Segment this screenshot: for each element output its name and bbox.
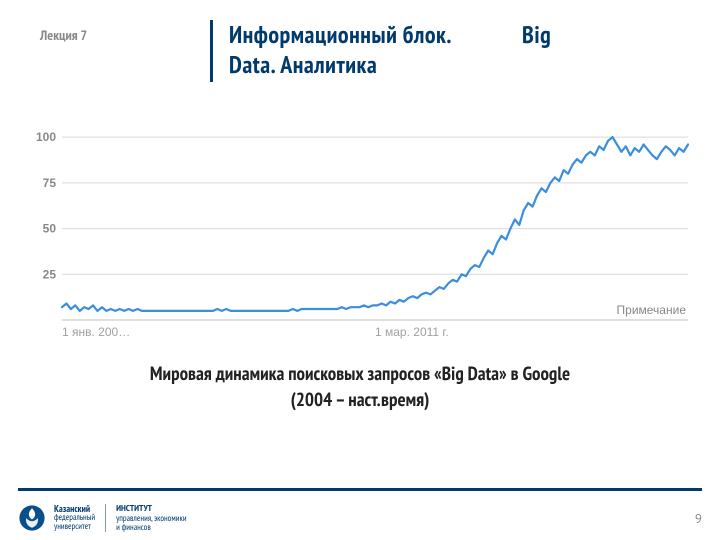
institute-line3: и финансов (116, 522, 151, 533)
svg-text:25: 25 (43, 267, 57, 281)
title-accent-bar (210, 20, 213, 82)
title-part-2: Data. Аналитика (229, 49, 377, 80)
svg-text:50: 50 (43, 222, 57, 236)
page-title: Информационный блок. Big Data. Аналитика (229, 20, 551, 80)
title-block: Информационный блок. Big Data. Аналитика (210, 20, 551, 82)
lecture-label: Лекция 7 (40, 20, 210, 44)
footer: Казанский федеральный университет ИНСТИТ… (0, 488, 720, 540)
title-part-1: Информационный блок. (229, 19, 452, 50)
trends-chart: 25 50 75 100 1 янв. 200… 1 мар. 2011 г. Примеч… (24, 122, 696, 342)
chart-caption: Мировая динамика поисковых запросов «Big… (30, 362, 690, 413)
svg-text:Примечание: Примечание (617, 303, 687, 317)
caption-line2: (2004 – наст.время) (291, 388, 430, 412)
university-logo-icon (18, 504, 46, 532)
footer-row: Казанский федеральный университет ИНСТИТ… (0, 497, 720, 539)
chart-svg: 25 50 75 100 1 янв. 200… 1 мар. 2011 г. Примеч… (24, 122, 696, 342)
svg-text:1 янв. 200…: 1 янв. 200… (62, 325, 130, 339)
page-number: 9 (695, 510, 702, 527)
svg-text:100: 100 (36, 130, 56, 144)
university-line3: университет (54, 521, 91, 532)
caption-line1: Мировая динамика поисковых запросов «Big… (150, 362, 570, 386)
title-part-big: Big (522, 20, 551, 50)
svg-text:75: 75 (43, 176, 57, 190)
footer-divider (105, 504, 106, 532)
svg-text:1 мар. 2011 г.: 1 мар. 2011 г. (375, 325, 449, 339)
university-name: Казанский федеральный университет (54, 504, 95, 532)
institute-name: ИНСТИТУТ управления, экономики и финансо… (116, 504, 186, 533)
header: Лекция 7 Информационный блок. Big Data. А… (0, 0, 720, 92)
university-logo-block: Казанский федеральный университет (18, 504, 95, 532)
footer-bar (18, 488, 702, 491)
